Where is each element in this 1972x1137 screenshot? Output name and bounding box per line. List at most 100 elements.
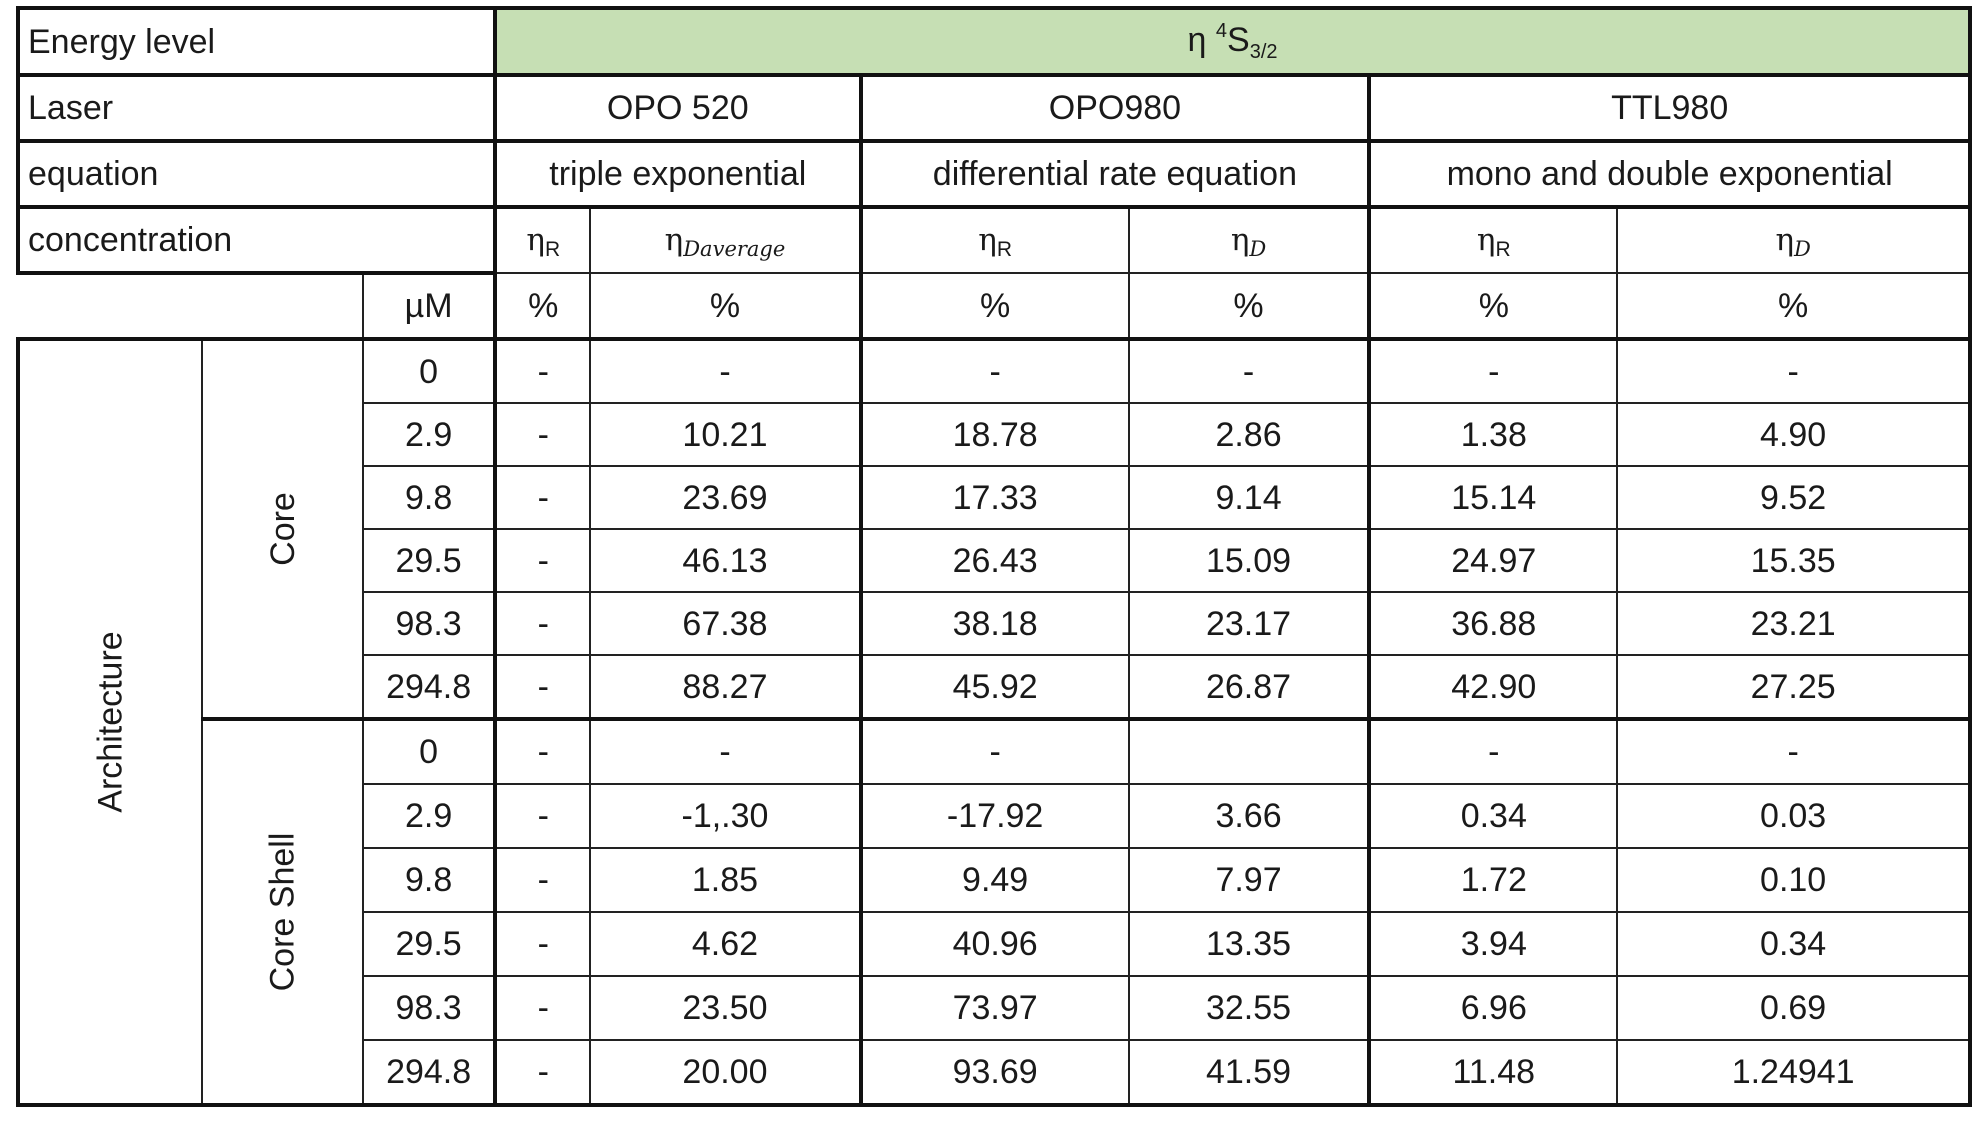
concentration-cell: 29.5 — [362, 911, 497, 977]
value-cell: 4.90 — [1616, 402, 1972, 467]
unit-pct: % — [1616, 272, 1972, 341]
value-cell: -1,.30 — [589, 783, 862, 849]
energy-level-value: η 4S3/2 — [493, 6, 1972, 76]
value-cell: 7.97 — [1127, 847, 1371, 913]
unit-pct: % — [1127, 272, 1371, 341]
value-cell: - — [589, 717, 862, 785]
value-cell: - — [1616, 717, 1972, 785]
value-cell: - — [1127, 338, 1371, 404]
value-cell: - — [493, 1039, 592, 1107]
col-opo520-eta-daverage: ηDaverage — [589, 205, 862, 274]
concentration-label: concentration — [15, 205, 497, 275]
value-cell: 23.21 — [1616, 591, 1972, 656]
value-cell: 26.43 — [858, 528, 1130, 593]
concentration-cell: 0 — [362, 717, 497, 785]
equation-opo980: differential rate equation — [858, 139, 1371, 208]
energy-level-sup: 4 — [1215, 20, 1228, 42]
value-cell: 41.59 — [1127, 1039, 1371, 1107]
equation-ttl980: mono and double exponential — [1367, 139, 1972, 208]
value-cell: 3.66 — [1127, 783, 1371, 849]
value-cell: - — [1367, 338, 1619, 404]
value-cell: - — [493, 717, 592, 785]
value-cell: 20.00 — [589, 1039, 862, 1107]
value-cell: 11.48 — [1367, 1039, 1619, 1107]
value-cell: 15.35 — [1616, 528, 1972, 593]
value-cell: - — [589, 338, 862, 404]
table-row: 29.5-4.62 40.96 13.35 3.94 0.34 — [18, 911, 1972, 977]
laser-label: Laser — [15, 73, 497, 142]
concentration-cell: 294.8 — [362, 654, 497, 720]
unit-pct: % — [493, 272, 592, 341]
table-row: 294.8-88.27 45.92 26.87 42.90 27.25 — [18, 654, 1972, 720]
group-label: Core Shell — [201, 717, 365, 1107]
concentration-cell: 9.8 — [362, 465, 497, 530]
value-cell: 1.38 — [1367, 402, 1619, 467]
group-label: Core — [201, 338, 365, 720]
value-cell: 9.52 — [1616, 465, 1972, 530]
concentration-cell: 2.9 — [362, 783, 497, 849]
value-cell: - — [493, 528, 592, 593]
value-cell: 67.38 — [589, 591, 862, 656]
value-cell: 0.03 — [1616, 783, 1972, 849]
value-cell: 0.10 — [1616, 847, 1972, 913]
laser-opo980: OPO980 — [858, 73, 1371, 142]
table-row: 2.9-10.21 18.78 2.86 1.38 4.90 — [18, 402, 1972, 467]
value-cell: 36.88 — [1367, 591, 1619, 656]
equation-opo520: triple exponential — [493, 139, 862, 208]
value-cell: -17.92 — [858, 783, 1130, 849]
value-cell: - — [493, 911, 592, 977]
value-cell — [1127, 717, 1371, 785]
concentration-cell: 98.3 — [362, 591, 497, 656]
value-cell: 1.24941 — [1616, 1039, 1972, 1107]
laser-opo520: OPO 520 — [493, 73, 862, 142]
value-cell: - — [493, 465, 592, 530]
value-cell: 27.25 — [1616, 654, 1972, 720]
unit-pct: % — [858, 272, 1130, 341]
value-cell: 9.49 — [858, 847, 1130, 913]
value-cell: 46.13 — [589, 528, 862, 593]
value-cell: 15.09 — [1127, 528, 1371, 593]
value-cell: 15.14 — [1367, 465, 1619, 530]
value-cell: - — [493, 338, 592, 404]
value-cell: - — [858, 338, 1130, 404]
value-cell: 4.62 — [589, 911, 862, 977]
value-cell: - — [493, 847, 592, 913]
value-cell: 26.87 — [1127, 654, 1371, 720]
value-cell: - — [1367, 717, 1619, 785]
table-row: 9.8-23.69 17.33 9.14 15.14 9.52 — [18, 465, 1972, 530]
table-row: Architecture Core 0- - - - - - — [15, 338, 1972, 1107]
value-cell: 13.35 — [1127, 911, 1371, 977]
value-cell: 40.96 — [858, 911, 1130, 977]
concentration-cell: 98.3 — [362, 975, 497, 1041]
value-cell: 1.72 — [1367, 847, 1619, 913]
col-ttl980-eta-d: ηD — [1616, 205, 1972, 274]
value-cell: 23.69 — [589, 465, 862, 530]
concentration-cell: 294.8 — [362, 1039, 497, 1107]
table-row: 9.8-1.85 9.49 7.97 1.72 0.10 — [18, 847, 1972, 913]
unit-pct: % — [1367, 272, 1619, 341]
energy-level-eta: η — [1187, 21, 1207, 59]
col-ttl980-eta-r: ηR — [1367, 205, 1619, 274]
col-opo980-eta-r: ηR — [858, 205, 1130, 274]
value-cell: - — [493, 402, 592, 467]
value-cell: - — [493, 783, 592, 849]
value-cell: 9.14 — [1127, 465, 1371, 530]
energy-level-sub: 3/2 — [1249, 41, 1278, 63]
value-cell: 1.85 — [589, 847, 862, 913]
value-cell: 0.34 — [1367, 783, 1619, 849]
table-row: 2.9- -1,.30 -17.92 3.66 0.34 0.03 — [18, 783, 1972, 849]
table-row: Core Shell 0- - - - - — [18, 717, 1972, 1107]
concentration-cell: 29.5 — [362, 528, 497, 593]
concentration-cell: 0 — [362, 338, 497, 404]
value-cell: 3.94 — [1367, 911, 1619, 977]
value-cell: 6.96 — [1367, 975, 1619, 1041]
value-cell: 73.97 — [858, 975, 1130, 1041]
value-cell: 88.27 — [589, 654, 862, 720]
value-cell: 38.18 — [858, 591, 1130, 656]
value-cell: 0.69 — [1616, 975, 1972, 1041]
value-cell: - — [493, 654, 592, 720]
value-cell: 42.90 — [1367, 654, 1619, 720]
unit-pct: % — [589, 272, 862, 341]
concentration-cell: 2.9 — [362, 402, 497, 467]
efficiency-table: Energy level η 4S3/2 Laser OPO 520 OPO98… — [15, 6, 1972, 1107]
